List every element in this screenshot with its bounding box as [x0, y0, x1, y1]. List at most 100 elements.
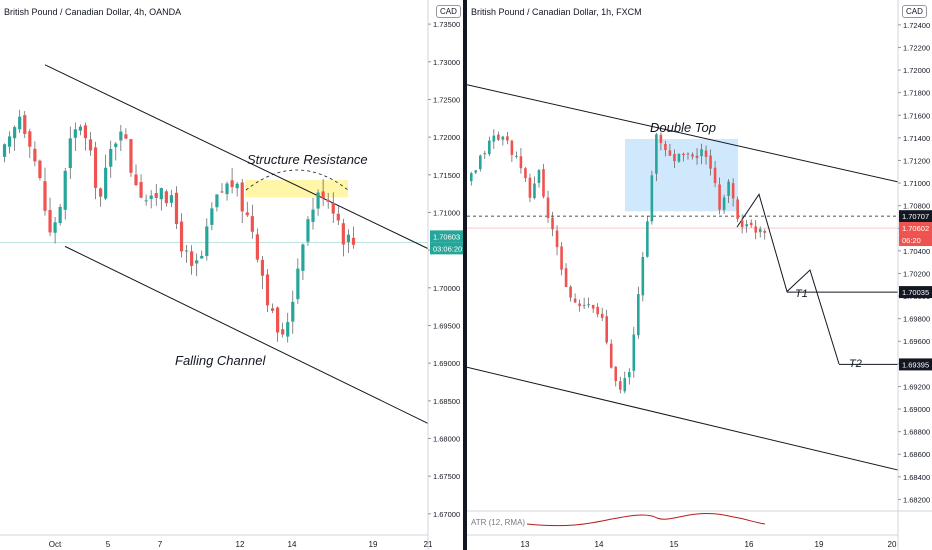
- candle-body: [93, 147, 98, 188]
- candle-body: [139, 182, 143, 198]
- resistance-arc: [245, 169, 349, 191]
- candle-body: [220, 191, 224, 193]
- candle-body: [596, 306, 599, 315]
- candle-body: [73, 129, 77, 138]
- candle-body: [2, 144, 7, 157]
- candle-body: [286, 322, 290, 337]
- candle-body: [18, 116, 22, 130]
- price-tick-label: 1.71600: [903, 111, 930, 120]
- price-tick-label: 1.70200: [903, 269, 930, 278]
- price-tick-label: 1.72000: [903, 66, 930, 75]
- candle-body: [316, 192, 320, 209]
- candle-body: [497, 134, 500, 140]
- price-tick-label: 1.69200: [903, 382, 930, 391]
- candle-body: [78, 126, 82, 131]
- structure-resistance-label: Structure Resistance: [247, 152, 368, 167]
- candle-body: [205, 226, 209, 256]
- candle-body: [179, 221, 184, 252]
- candle-body: [546, 197, 550, 218]
- candle-body: [641, 256, 645, 296]
- candle-body: [38, 160, 42, 179]
- candle-body: [740, 220, 744, 228]
- candle-body: [650, 175, 654, 222]
- candle-body: [270, 308, 275, 311]
- candle-body: [351, 237, 356, 245]
- price-tick-label: 1.69500: [433, 321, 460, 330]
- price-tick-label: 1.68600: [903, 450, 930, 459]
- channel-lower-line: [64, 245, 429, 424]
- candle-body: [758, 229, 762, 233]
- atr-line: [526, 513, 766, 527]
- left-currency-badge[interactable]: CAD: [436, 5, 461, 18]
- candle-body: [43, 181, 47, 211]
- candle-body: [686, 153, 690, 155]
- time-tick-label: 21: [424, 540, 433, 549]
- candle-body: [13, 127, 17, 139]
- candle-body: [195, 260, 199, 264]
- candle-body: [184, 250, 189, 252]
- candle-body: [124, 134, 128, 139]
- current-price-tag-bg: [430, 230, 463, 243]
- countdown-tag-bg: [430, 242, 463, 255]
- channel-upper-line: [467, 84, 899, 183]
- price-tick-label: 1.71200: [903, 156, 930, 165]
- candle-body: [346, 234, 351, 242]
- right-chart-panel[interactable]: Double Top T1 T2 ATR (12, RMA) 1.72400 1.7220…: [467, 0, 932, 550]
- resistance-zone: [245, 180, 348, 198]
- current-price-tag: 1.70602: [902, 224, 929, 233]
- price-tick-label: 1.68000: [433, 434, 460, 443]
- channel-lower-line: [467, 366, 899, 471]
- right-currency-badge[interactable]: CAD: [902, 5, 927, 18]
- candle-body: [230, 180, 234, 188]
- candle-body: [311, 209, 315, 222]
- countdown-tag: 03:06:20: [433, 244, 462, 253]
- price-tick-label: 1.71800: [903, 89, 930, 98]
- candle-body: [58, 206, 62, 224]
- atr-indicator-label: ATR (12, RMA): [471, 518, 525, 527]
- price-tick-label: 1.69000: [433, 359, 460, 368]
- candle-body: [691, 154, 694, 157]
- projection-path: [736, 193, 840, 364]
- candle-body: [587, 304, 590, 306]
- candle-body: [664, 143, 667, 151]
- price-tick-label: 1.72000: [433, 133, 460, 142]
- candle-body: [478, 155, 482, 170]
- candle-body: [240, 182, 244, 212]
- candle-body: [159, 188, 163, 200]
- candle-body: [164, 191, 168, 204]
- candle-body: [736, 199, 739, 219]
- price-tick-label: 1.73000: [433, 58, 460, 67]
- candle-body: [114, 143, 118, 148]
- left-chart-canvas[interactable]: Structure Resistance Falling Channel 1.735…: [0, 0, 463, 550]
- double-top-zone: [625, 138, 738, 212]
- candle-body: [200, 255, 204, 259]
- left-chart-panel[interactable]: Structure Resistance Falling Channel 1.735…: [0, 0, 463, 550]
- candle-body: [515, 155, 518, 157]
- t1-label: T1: [795, 288, 808, 300]
- candle-body: [326, 199, 330, 202]
- candle-body: [210, 208, 214, 225]
- candle-body: [560, 246, 563, 270]
- falling-channel-label: Falling Channel: [175, 353, 266, 368]
- panel-divider[interactable]: [463, 0, 467, 550]
- candle-body: [33, 148, 37, 162]
- candle-body: [524, 168, 527, 179]
- price-tick-label: 1.71000: [903, 179, 930, 188]
- time-tick-label: 16: [745, 540, 754, 549]
- t2-level-tag-bg: [899, 358, 932, 371]
- candle-body: [551, 217, 554, 230]
- candle-body: [296, 268, 300, 300]
- candle-body: [235, 183, 239, 189]
- time-tick-label: 19: [369, 540, 378, 549]
- candle-body: [673, 154, 676, 162]
- price-tick-label: 1.72400: [903, 21, 930, 30]
- candle-body: [291, 301, 295, 322]
- candle-body: [682, 153, 685, 156]
- candle-body: [632, 334, 636, 371]
- candle-body: [655, 134, 658, 174]
- right-chart-canvas[interactable]: Double Top T1 T2 ATR (12, RMA) 1.72400 1.7220…: [467, 0, 932, 550]
- candle-body: [519, 156, 523, 169]
- candle-body: [474, 170, 478, 173]
- candle-body: [745, 224, 748, 227]
- candle-body: [727, 181, 730, 196]
